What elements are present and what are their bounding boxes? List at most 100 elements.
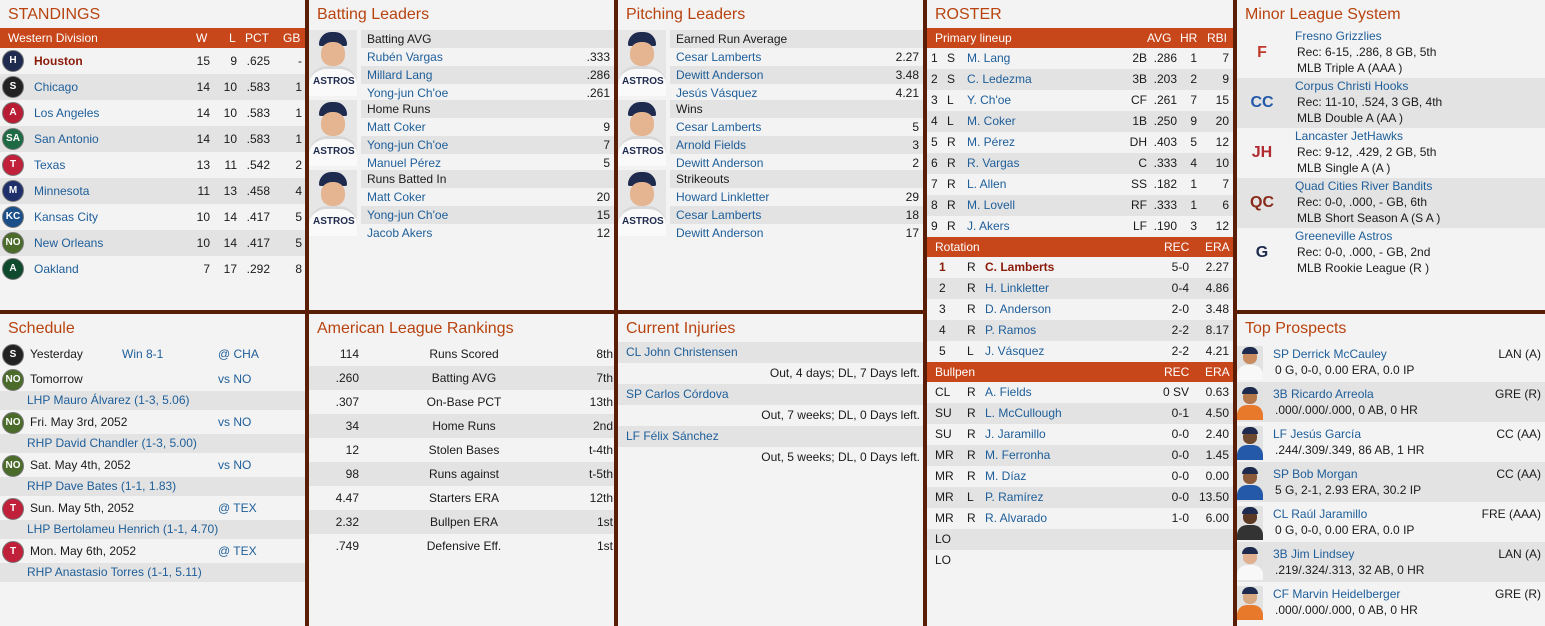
player-name[interactable]: Yong-jun Ch'oe: [367, 208, 449, 222]
bullpen-row[interactable]: MR R R. Alvarado 1-0 6.00: [927, 508, 1233, 529]
rotation-row[interactable]: 3 R D. Anderson 2-0 3.48: [927, 299, 1233, 320]
pitcher-name[interactable]: P. Ramos: [985, 323, 1037, 337]
standings-row[interactable]: KC Kansas City 10 14 .417 5: [0, 204, 305, 230]
leader-row[interactable]: Cesar Lamberts 18: [670, 206, 923, 224]
opponent[interactable]: @ TEX: [218, 544, 257, 558]
prospect-item[interactable]: CF Marvin Heidelberger GRE (R) .000/.000/.…: [1237, 582, 1545, 622]
player-name[interactable]: Yong-jun Ch'oe: [367, 86, 449, 100]
player-name[interactable]: Y. Ch'oe: [967, 93, 1012, 107]
affiliate-name[interactable]: Quad Cities River Bandits: [1295, 179, 1433, 193]
player-name[interactable]: C. Ledezma: [967, 72, 1032, 86]
team-name[interactable]: Chicago: [34, 80, 79, 94]
affiliate-row[interactable]: JH Lancaster JetHawks Rec: 9-12, .429, 2 G…: [1237, 128, 1545, 178]
team-name[interactable]: Kansas City: [34, 210, 99, 224]
probable-pitcher[interactable]: RHP Anastasio Torres (1-1, 5.11): [27, 565, 202, 579]
leader-row[interactable]: Millard Lang .286: [361, 66, 614, 84]
team-name[interactable]: Texas: [34, 158, 66, 172]
injury-item[interactable]: LF Félix Sánchez Out, 5 weeks; DL, 0 Days…: [618, 426, 923, 468]
opponent[interactable]: vs NO: [218, 372, 252, 386]
probable-pitcher[interactable]: LHP Bertolameu Henrich (1-1, 4.70): [27, 522, 219, 536]
player-name[interactable]: Cesar Lamberts: [676, 120, 762, 134]
team-name[interactable]: New Orleans: [34, 236, 104, 250]
leader-row[interactable]: Manuel Pérez 5: [361, 154, 614, 172]
player-name[interactable]: Manuel Pérez: [367, 156, 442, 170]
team-name[interactable]: Minnesota: [34, 184, 90, 198]
affiliate-name[interactable]: Greeneville Astros: [1295, 229, 1393, 243]
standings-row[interactable]: S Chicago 14 10 .583 1: [0, 74, 305, 100]
player-name[interactable]: R. Vargas: [967, 156, 1020, 170]
prospect-name[interactable]: LF Jesús García: [1273, 427, 1362, 441]
standings-row[interactable]: T Texas 13 11 .542 2: [0, 152, 305, 178]
player-name[interactable]: Arnold Fields: [676, 138, 747, 152]
prospect-item[interactable]: SP Bob Morgan CC (AA) 5 G, 2-1, 2.93 ERA, …: [1237, 462, 1545, 502]
leader-row[interactable]: Yong-jun Ch'oe 15: [361, 206, 614, 224]
affiliate-name[interactable]: Corpus Christi Hooks: [1295, 79, 1409, 93]
schedule-item[interactable]: S Yesterday Win 8-1 @ CHA: [0, 342, 305, 367]
opponent[interactable]: vs NO: [218, 458, 252, 472]
pitcher-name[interactable]: M. Ferronha: [985, 448, 1051, 462]
bullpen-row[interactable]: MR L P. Ramírez 0-0 13.50: [927, 487, 1233, 508]
leader-row[interactable]: Dewitt Anderson 2: [670, 154, 923, 172]
bullpen-row[interactable]: SU R L. McCullough 0-1 4.50: [927, 403, 1233, 424]
prospect-item[interactable]: SP Derrick McCauley LAN (A) 0 G, 0-0, 0.00…: [1237, 342, 1545, 382]
probable-pitcher[interactable]: RHP Dave Bates (1-1, 1.83): [27, 479, 177, 493]
injury-item[interactable]: CL John Christensen Out, 4 days; DL, 7 Da…: [618, 342, 923, 384]
leader-row[interactable]: Cesar Lamberts 2.27: [670, 48, 923, 66]
lineup-row[interactable]: 4 L M. Coker 1B .250 9 20: [927, 111, 1233, 132]
lineup-row[interactable]: 7 R L. Allen SS .182 1 7: [927, 174, 1233, 195]
team-name[interactable]: Los Angeles: [34, 106, 100, 120]
opponent[interactable]: vs NO: [218, 415, 252, 429]
leader-row[interactable]: Rubén Vargas .333: [361, 48, 614, 66]
rotation-row[interactable]: 1 R C. Lamberts 5-0 2.27: [927, 257, 1233, 278]
player-name[interactable]: Dewitt Anderson: [676, 68, 764, 82]
leader-row[interactable]: Arnold Fields 3: [670, 136, 923, 154]
pitcher-name[interactable]: L. McCullough: [985, 406, 1062, 420]
affiliate-row[interactable]: F Fresno Grizzlies Rec: 6-15, .286, 8 GB, …: [1237, 28, 1545, 78]
game-result[interactable]: Win 8-1: [122, 347, 164, 361]
injured-player[interactable]: LF Félix Sánchez: [626, 429, 719, 443]
prospect-name[interactable]: SP Derrick McCauley: [1273, 347, 1387, 361]
standings-row[interactable]: A Oakland 7 17 .292 8: [0, 256, 305, 282]
leader-row[interactable]: Jesús Vásquez 4.21: [670, 84, 923, 102]
leader-row[interactable]: Yong-jun Ch'oe .261: [361, 84, 614, 102]
player-name[interactable]: Jacob Akers: [367, 226, 433, 240]
lineup-row[interactable]: 2 S C. Ledezma 3B .203 2 9: [927, 69, 1233, 90]
pitcher-name[interactable]: D. Anderson: [985, 302, 1052, 316]
pitcher-name[interactable]: C. Lamberts: [985, 260, 1055, 274]
lineup-row[interactable]: 5 R M. Pérez DH .403 5 12: [927, 132, 1233, 153]
prospect-name[interactable]: SP Bob Morgan: [1273, 467, 1358, 481]
standings-row[interactable]: A Los Angeles 14 10 .583 1: [0, 100, 305, 126]
injured-player[interactable]: CL John Christensen: [626, 345, 738, 359]
bullpen-row[interactable]: CL R A. Fields 0 SV 0.63: [927, 382, 1233, 403]
affiliate-row[interactable]: CC Corpus Christi Hooks Rec: 11-10, .524, …: [1237, 78, 1545, 128]
schedule-item[interactable]: NO Tomorrow vs NO LHP Mauro Álvarez (1-3, 5…: [0, 367, 305, 410]
schedule-item[interactable]: T Sun. May 5th, 2052 @ TEX LHP Bertolameu H…: [0, 496, 305, 539]
schedule-item[interactable]: NO Fri. May 3rd, 2052 vs NO RHP David Chand…: [0, 410, 305, 453]
prospect-item[interactable]: 3B Ricardo Arreola GRE (R) .000/.000/.000,…: [1237, 382, 1545, 422]
prospect-item[interactable]: LF Jesús García CC (AA) .244/.309/.349, 86…: [1237, 422, 1545, 462]
player-name[interactable]: Matt Coker: [367, 120, 426, 134]
lineup-row[interactable]: 1 S M. Lang 2B .286 1 7: [927, 48, 1233, 69]
player-name[interactable]: Rubén Vargas: [367, 50, 443, 64]
lineup-row[interactable]: 6 R R. Vargas C .333 4 10: [927, 153, 1233, 174]
bullpen-row[interactable]: MR R M. Ferronha 0-0 1.45: [927, 445, 1233, 466]
standings-row[interactable]: SA San Antonio 14 10 .583 1: [0, 126, 305, 152]
player-name[interactable]: Matt Coker: [367, 190, 426, 204]
player-name[interactable]: M. Coker: [967, 114, 1016, 128]
lineup-row[interactable]: 3 L Y. Ch'oe CF .261 7 15: [927, 90, 1233, 111]
pitcher-name[interactable]: P. Ramírez: [985, 490, 1044, 504]
player-name[interactable]: Cesar Lamberts: [676, 208, 762, 222]
rotation-row[interactable]: 2 R H. Linkletter 0-4 4.86: [927, 278, 1233, 299]
probable-pitcher[interactable]: RHP David Chandler (1-3, 5.00): [27, 436, 197, 450]
leader-row[interactable]: Yong-jun Ch'oe 7: [361, 136, 614, 154]
affiliate-name[interactable]: Fresno Grizzlies: [1295, 29, 1382, 43]
player-name[interactable]: M. Pérez: [967, 135, 1016, 149]
pitcher-name[interactable]: J. Vásquez: [985, 344, 1045, 358]
prospect-item[interactable]: CL Raúl Jaramillo FRE (AAA) 0 G, 0-0, 0.00…: [1237, 502, 1545, 542]
bullpen-row[interactable]: LO: [927, 529, 1233, 550]
team-name[interactable]: Oakland: [34, 262, 79, 276]
bullpen-row[interactable]: LO: [927, 550, 1233, 571]
prospect-name[interactable]: CL Raúl Jaramillo: [1273, 507, 1368, 521]
schedule-item[interactable]: T Mon. May 6th, 2052 @ TEX RHP Anastasio To…: [0, 539, 305, 582]
leader-row[interactable]: Dewitt Anderson 17: [670, 224, 923, 242]
